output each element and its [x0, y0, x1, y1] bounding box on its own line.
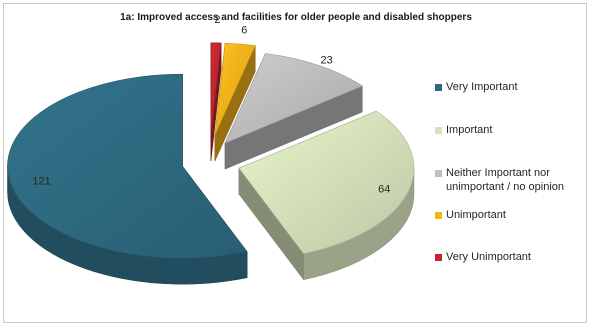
legend-swatch: [435, 170, 442, 177]
data-label-very-important: 121: [32, 175, 50, 187]
data-label-important: 64: [378, 184, 390, 196]
legend-label: Neither Important nor unimportant / no o…: [446, 167, 565, 193]
data-label-neither: 23: [320, 54, 332, 66]
legend-swatch: [435, 127, 442, 134]
legend-swatch: [435, 254, 442, 261]
pie-slice-important: [238, 110, 415, 281]
pie-slice-unimportant: [214, 42, 256, 162]
legend-label: Very Important: [446, 81, 518, 93]
data-label-unimportant: 6: [241, 25, 247, 37]
legend-swatch: [435, 212, 442, 219]
legend-label: Unimportant: [446, 209, 506, 221]
pie-slices: [7, 42, 415, 285]
pie-slice-neither: [224, 53, 363, 170]
legend-label: Important: [446, 124, 493, 136]
pie-data-labels: 121 64 23 6 2: [32, 14, 390, 196]
legend-swatch: [435, 84, 442, 91]
legend-label: Very Unimportant: [446, 251, 531, 263]
pie-slice-very-unimportant: [210, 42, 222, 161]
chart-title: 1a: Improved access and facilities for o…: [120, 12, 472, 23]
pie-slice-very-important: [7, 73, 248, 285]
data-label-very-unimportant: 2: [214, 14, 220, 26]
